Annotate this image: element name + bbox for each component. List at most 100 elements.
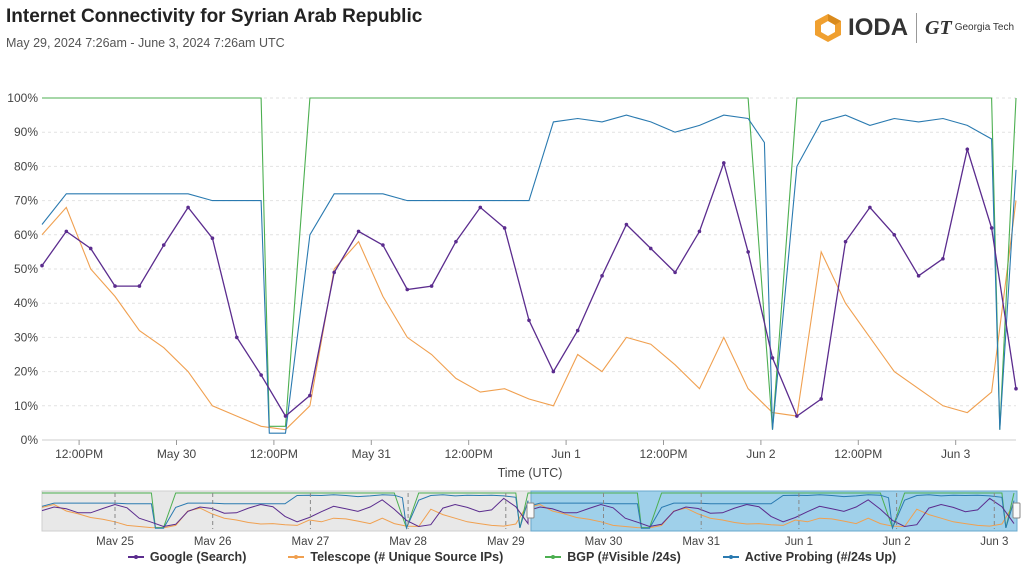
navigator-tick-label: May 26 (194, 536, 232, 545)
series-active-probing-24s-up-line (41, 114, 1017, 434)
y-tick-label: 40% (14, 296, 38, 310)
x-tick-label: Jun 3 (941, 447, 971, 461)
google-data-point (648, 246, 653, 251)
y-tick-label: 30% (14, 330, 38, 344)
google-data-point (381, 243, 385, 247)
legend-item-active-probing[interactable]: Active Probing (#/24s Up) (722, 550, 897, 564)
google-data-point (819, 397, 823, 401)
google-data-point (40, 263, 44, 268)
navigator-selection[interactable] (530, 490, 1018, 532)
google-data-point (673, 270, 677, 275)
google-data-point (356, 229, 361, 234)
google-data-point (697, 229, 702, 234)
x-tick-label: Jun 1 (551, 447, 581, 461)
google-data-point (722, 161, 726, 165)
series-telescope-unique-source-ips-line (41, 200, 1017, 431)
google-data-point (137, 284, 142, 288)
y-tick-label: 10% (14, 399, 38, 413)
navigator-tick-label: Jun 3 (980, 536, 1008, 545)
navigator-left-handle[interactable] (526, 502, 535, 519)
x-tick-label: 12:00PM (639, 447, 687, 461)
connectivity-chart[interactable]: 0% 10% 20% 30% 40% 50% 60% 70% 80% 90% 100% 12:00P… (0, 0, 1024, 545)
google-data-point (527, 318, 531, 323)
series-bgp-visible-24s-line (42, 97, 1017, 430)
google-data-point (575, 328, 580, 333)
x-tick-label: 12:00PM (834, 447, 882, 461)
google-data-point (186, 205, 190, 210)
nav-series-bgp-visible-24s (42, 492, 1015, 530)
google-data-point (600, 274, 604, 278)
google-data-point (1014, 386, 1018, 391)
google-data-point (405, 287, 410, 292)
google-data-point (259, 373, 263, 377)
google-data-point (283, 414, 288, 418)
google-data-point (843, 239, 848, 244)
gt-mark: GT (925, 16, 952, 39)
series-lines (40, 97, 1018, 434)
google-data-point (308, 393, 312, 398)
google-data-point (210, 236, 215, 241)
x-tick-label: May 31 (352, 447, 392, 461)
y-tick-label: 80% (14, 159, 38, 173)
navigator-tick-label: May 27 (292, 536, 330, 545)
y-tick-label: 50% (14, 262, 38, 276)
navigator-tick-label: May 29 (487, 536, 525, 545)
y-tick-label: 90% (14, 125, 38, 139)
google-data-point (624, 222, 629, 227)
navigator-tick-label: Jun 1 (785, 536, 813, 545)
legend-item-telescope[interactable]: Telescope (# Unique Source IPs) (288, 550, 503, 564)
page-title: Internet Connectivity for Syrian Arab Re… (6, 6, 423, 27)
google-data-point (161, 243, 166, 247)
google-data-point (746, 250, 750, 254)
chart-legend: Google (Search) Telescope (# Unique Sour… (0, 550, 1024, 564)
navigator-tick-label: Jun 2 (883, 536, 911, 545)
navigator-tick-label: May 25 (96, 536, 134, 545)
logo-divider (916, 13, 918, 43)
ioda-hexagon-icon (815, 14, 842, 42)
google-data-point (965, 147, 970, 152)
google-data-point (64, 229, 69, 234)
y-tick-label: 100% (7, 91, 38, 105)
navigator-ticks: May 25 May 26 May 27 May 28 May 29 May 30 May … (96, 493, 1008, 545)
y-axis-ticks: 0% 10% 20% 30% 40% 50% 60% 70% 80% 90% 100% (7, 91, 38, 447)
x-tick-label: 12:00PM (445, 447, 493, 461)
google-data-point (235, 335, 239, 340)
navigator-right-handle[interactable] (1012, 502, 1021, 519)
series-google-search-line (41, 146, 1017, 418)
google-data-point (88, 246, 93, 251)
legend-label: BGP (#Visible /24s) (567, 550, 681, 564)
google-data-point (478, 205, 483, 210)
ioda-logo[interactable]: IODA GT Georgia Tech (814, 10, 1014, 46)
y-tick-label: 20% (14, 365, 38, 379)
google-data-point (770, 356, 775, 360)
y-tick-label: 0% (21, 433, 39, 447)
google-data-point (113, 284, 117, 288)
gt-name: Georgia Tech (954, 22, 1014, 33)
google-data-point (551, 369, 556, 374)
legend-swatch-telescope (288, 552, 305, 562)
legend-label: Active Probing (#/24s Up) (744, 550, 897, 564)
legend-swatch-active-probing (722, 552, 739, 562)
legend-swatch-bgp (545, 552, 562, 562)
google-data-point (454, 239, 458, 244)
legend-item-bgp[interactable]: BGP (#Visible /24s) (545, 550, 681, 564)
google-data-point (941, 256, 945, 261)
google-data-point (916, 274, 921, 278)
legend-item-google[interactable]: Google (Search) (127, 550, 246, 564)
google-data-point (892, 233, 897, 237)
georgia-tech-logo: GT Georgia Tech (925, 17, 1014, 40)
navigator-tick-label: May 31 (682, 536, 720, 545)
navigator-tick-label: May 30 (585, 536, 623, 545)
grid-lines (42, 97, 1016, 441)
google-data-point (429, 284, 434, 288)
navigator-tick-label: May 28 (389, 536, 427, 545)
y-tick-label: 60% (14, 228, 38, 242)
navigator[interactable]: May 25 May 26 May 27 May 28 May 29 May 30 May … (41, 490, 1021, 545)
x-axis-ticks: 12:00PM May 30 12:00PM May 31 12:00PM Jun 1 12… (42, 439, 1016, 461)
x-tick-label: Jun 2 (746, 447, 776, 461)
x-axis-label: Time (UTC) (498, 466, 563, 480)
legend-swatch-google (127, 552, 144, 562)
google-data-point (795, 414, 799, 418)
ioda-logo-text: IODA (848, 14, 909, 41)
x-tick-label: 12:00PM (250, 447, 298, 461)
